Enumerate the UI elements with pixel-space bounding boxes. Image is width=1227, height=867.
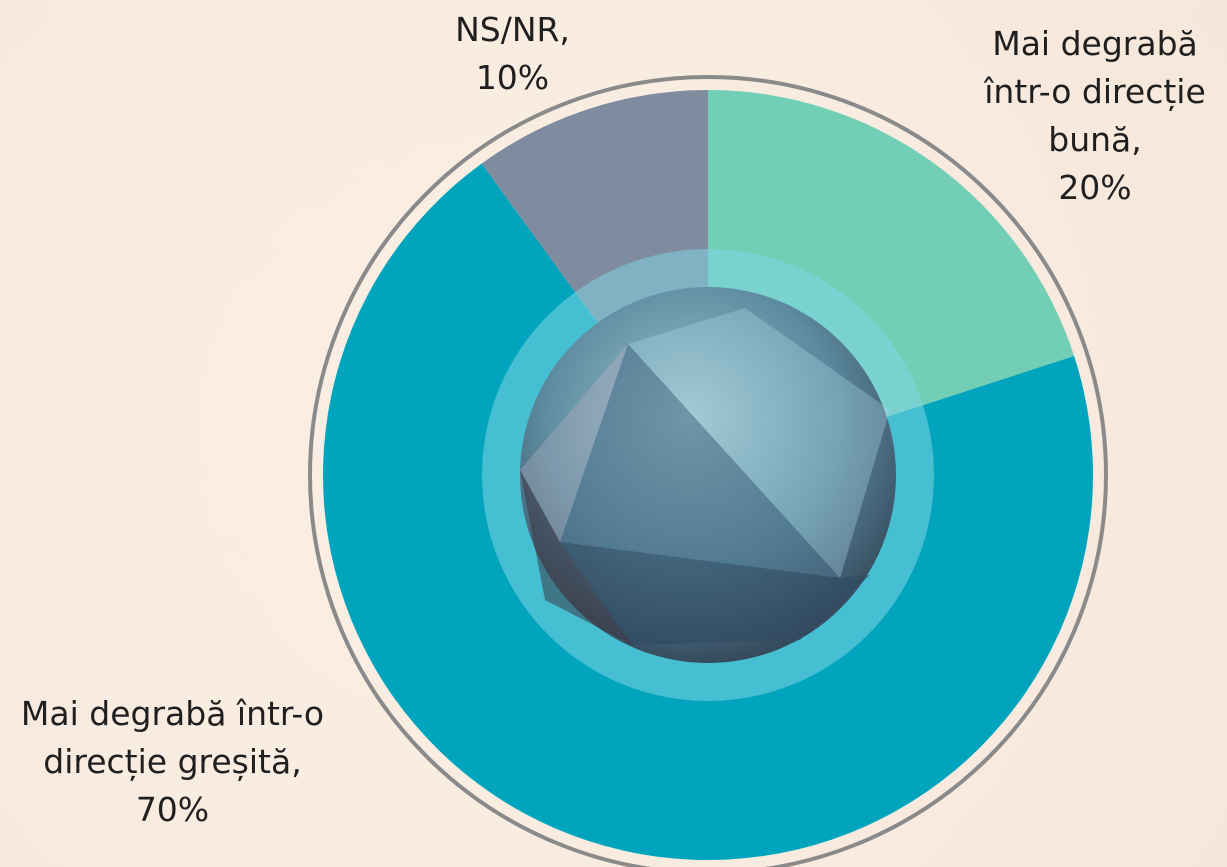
facet xyxy=(560,542,870,645)
slice-label: Mai degrabă într-o direcție bună, 20% xyxy=(960,20,1227,212)
facet xyxy=(520,344,628,542)
outer-ring xyxy=(308,75,1108,867)
category-label: Mai degrabă într-o direcție bună, xyxy=(984,24,1206,159)
value-label: 20% xyxy=(1058,168,1132,207)
slice-label: NS/NR, 10% xyxy=(400,6,625,102)
category-label: Mai degrabă într-o direcție greșită, xyxy=(20,694,325,781)
slice-label: Mai degrabă într-o direcție greșită, 70% xyxy=(0,690,345,834)
facet xyxy=(628,308,890,578)
facet xyxy=(520,470,632,645)
value-label: 10% xyxy=(475,58,550,97)
category-label: NS/NR, xyxy=(455,10,570,49)
facet xyxy=(560,344,840,578)
value-label: 70% xyxy=(135,790,210,829)
